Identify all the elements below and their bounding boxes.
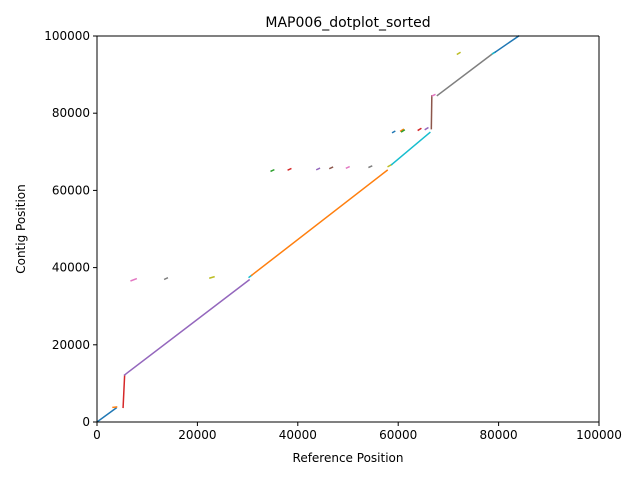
alignment-segment-12 bbox=[328, 166, 334, 170]
x-tick-label: 40000 bbox=[279, 428, 317, 442]
alignment-segment-3 bbox=[123, 278, 251, 376]
alignment-segment-13 bbox=[345, 165, 350, 170]
x-tick-label: 20000 bbox=[178, 428, 216, 442]
y-tick-label: 80000 bbox=[52, 106, 90, 120]
x-axis-label: Reference Position bbox=[293, 451, 404, 465]
alignment-segment-27 bbox=[494, 34, 520, 54]
alignment-segment-11 bbox=[315, 167, 321, 171]
alignment-segment-5 bbox=[163, 277, 169, 281]
series-layer bbox=[95, 34, 520, 424]
alignment-segment-4 bbox=[130, 277, 138, 282]
alignment-segment-25 bbox=[456, 51, 461, 56]
alignment-segment-14 bbox=[368, 165, 373, 169]
y-tick-label: 60000 bbox=[52, 183, 90, 197]
plot-background bbox=[97, 36, 599, 422]
alignment-segment-6 bbox=[209, 275, 215, 279]
y-tick-label: 20000 bbox=[52, 338, 90, 352]
x-tick-label: 60000 bbox=[379, 428, 417, 442]
alignment-segment-23 bbox=[431, 93, 436, 97]
y-tick-label: 0 bbox=[82, 415, 90, 429]
y-tick-label: 40000 bbox=[52, 261, 90, 275]
y-tick-label: 100000 bbox=[44, 29, 90, 43]
alignment-segment-0 bbox=[95, 407, 118, 424]
alignment-segment-16 bbox=[390, 131, 431, 166]
axes-frame bbox=[96, 35, 600, 423]
alignment-segment-8 bbox=[250, 169, 389, 277]
alignment-segment-18 bbox=[399, 128, 405, 132]
alignment-segment-2 bbox=[122, 374, 126, 409]
x-tick-label: 0 bbox=[93, 428, 101, 442]
alignment-segment-19 bbox=[400, 129, 406, 133]
alignment-segment-9 bbox=[270, 168, 275, 173]
x-tick-label: 100000 bbox=[576, 428, 622, 442]
alignment-segment-20 bbox=[417, 127, 422, 132]
alignment-segment-22 bbox=[430, 95, 433, 130]
plot-area: 0 20000 40000 60000 80000 100000 0 20000 40000 6… bbox=[44, 29, 622, 442]
chart-title: MAP006_dotplot_sorted bbox=[265, 15, 430, 31]
alignment-segment-24 bbox=[436, 51, 495, 97]
y-axis-ticks: 0 20000 40000 60000 80000 100000 bbox=[44, 29, 97, 429]
x-tick-label: 80000 bbox=[480, 428, 518, 442]
x-axis-ticks: 0 20000 40000 60000 80000 100000 bbox=[93, 422, 622, 442]
y-axis-label: Contig Position bbox=[14, 184, 28, 274]
alignment-segment-10 bbox=[287, 167, 292, 171]
alignment-segment-17 bbox=[391, 130, 396, 134]
alignment-segment-21 bbox=[424, 126, 429, 131]
